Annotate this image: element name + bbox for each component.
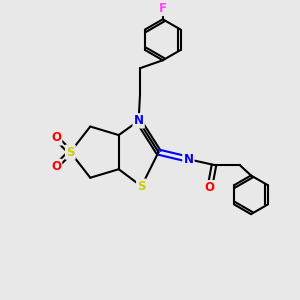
Text: S: S [66,146,75,159]
Text: F: F [159,2,167,15]
Text: N: N [183,153,194,166]
Text: O: O [51,160,61,173]
Text: O: O [51,131,61,144]
Text: O: O [205,181,215,194]
Text: S: S [137,180,146,193]
Text: N: N [134,114,144,127]
